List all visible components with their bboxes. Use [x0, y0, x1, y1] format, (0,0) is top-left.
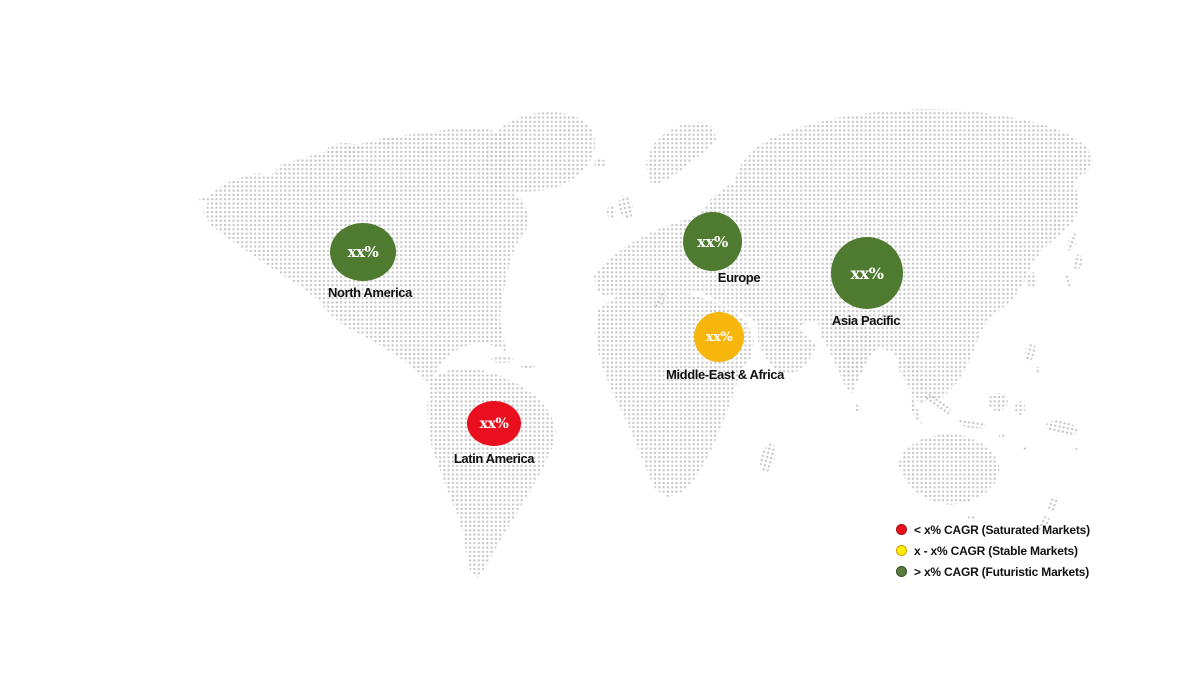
region-value: xx%	[850, 263, 884, 283]
legend-label: < x% CAGR (Saturated Markets)	[914, 522, 1090, 537]
region-label-asia-pacific: Asia Pacific	[831, 313, 901, 328]
red-dot-icon	[896, 524, 907, 535]
continent-south-america	[427, 368, 556, 578]
region-bubble-middle-east-africa: xx%	[694, 312, 744, 362]
region-label-europe: Europe	[717, 270, 761, 285]
legend-item-stable: x - x% CAGR (Stable Markets)	[896, 543, 1090, 558]
region-label-latin-america: Latin America	[453, 451, 535, 466]
region-bubble-latin-america: xx%	[467, 401, 521, 446]
region-value: xx%	[697, 232, 728, 251]
greenland	[483, 112, 606, 192]
legend-label: x - x% CAGR (Stable Markets)	[914, 543, 1078, 558]
continent-oceania	[898, 393, 1078, 533]
region-bubble-north-america: xx%	[330, 223, 396, 281]
green-dot-icon	[896, 566, 907, 577]
continent-africa	[595, 290, 776, 497]
yellow-dot-icon	[896, 545, 907, 556]
region-bubble-europe: xx%	[683, 212, 742, 271]
legend-label: > x% CAGR (Futuristic Markets)	[914, 564, 1090, 579]
region-value: xx%	[479, 415, 509, 432]
region-value: xx%	[705, 329, 733, 345]
region-value: xx%	[347, 243, 379, 261]
region-label-north-america: North America	[328, 285, 412, 300]
region-label-middle-east-africa: Middle-East & Africa	[666, 367, 784, 382]
region-bubble-asia-pacific: xx%	[831, 237, 903, 309]
legend: < x% CAGR (Saturated Markets) x - x% CAG…	[896, 522, 1090, 579]
legend-item-saturated: < x% CAGR (Saturated Markets)	[896, 522, 1090, 537]
legend-item-futuristic: > x% CAGR (Futuristic Markets)	[896, 564, 1090, 579]
